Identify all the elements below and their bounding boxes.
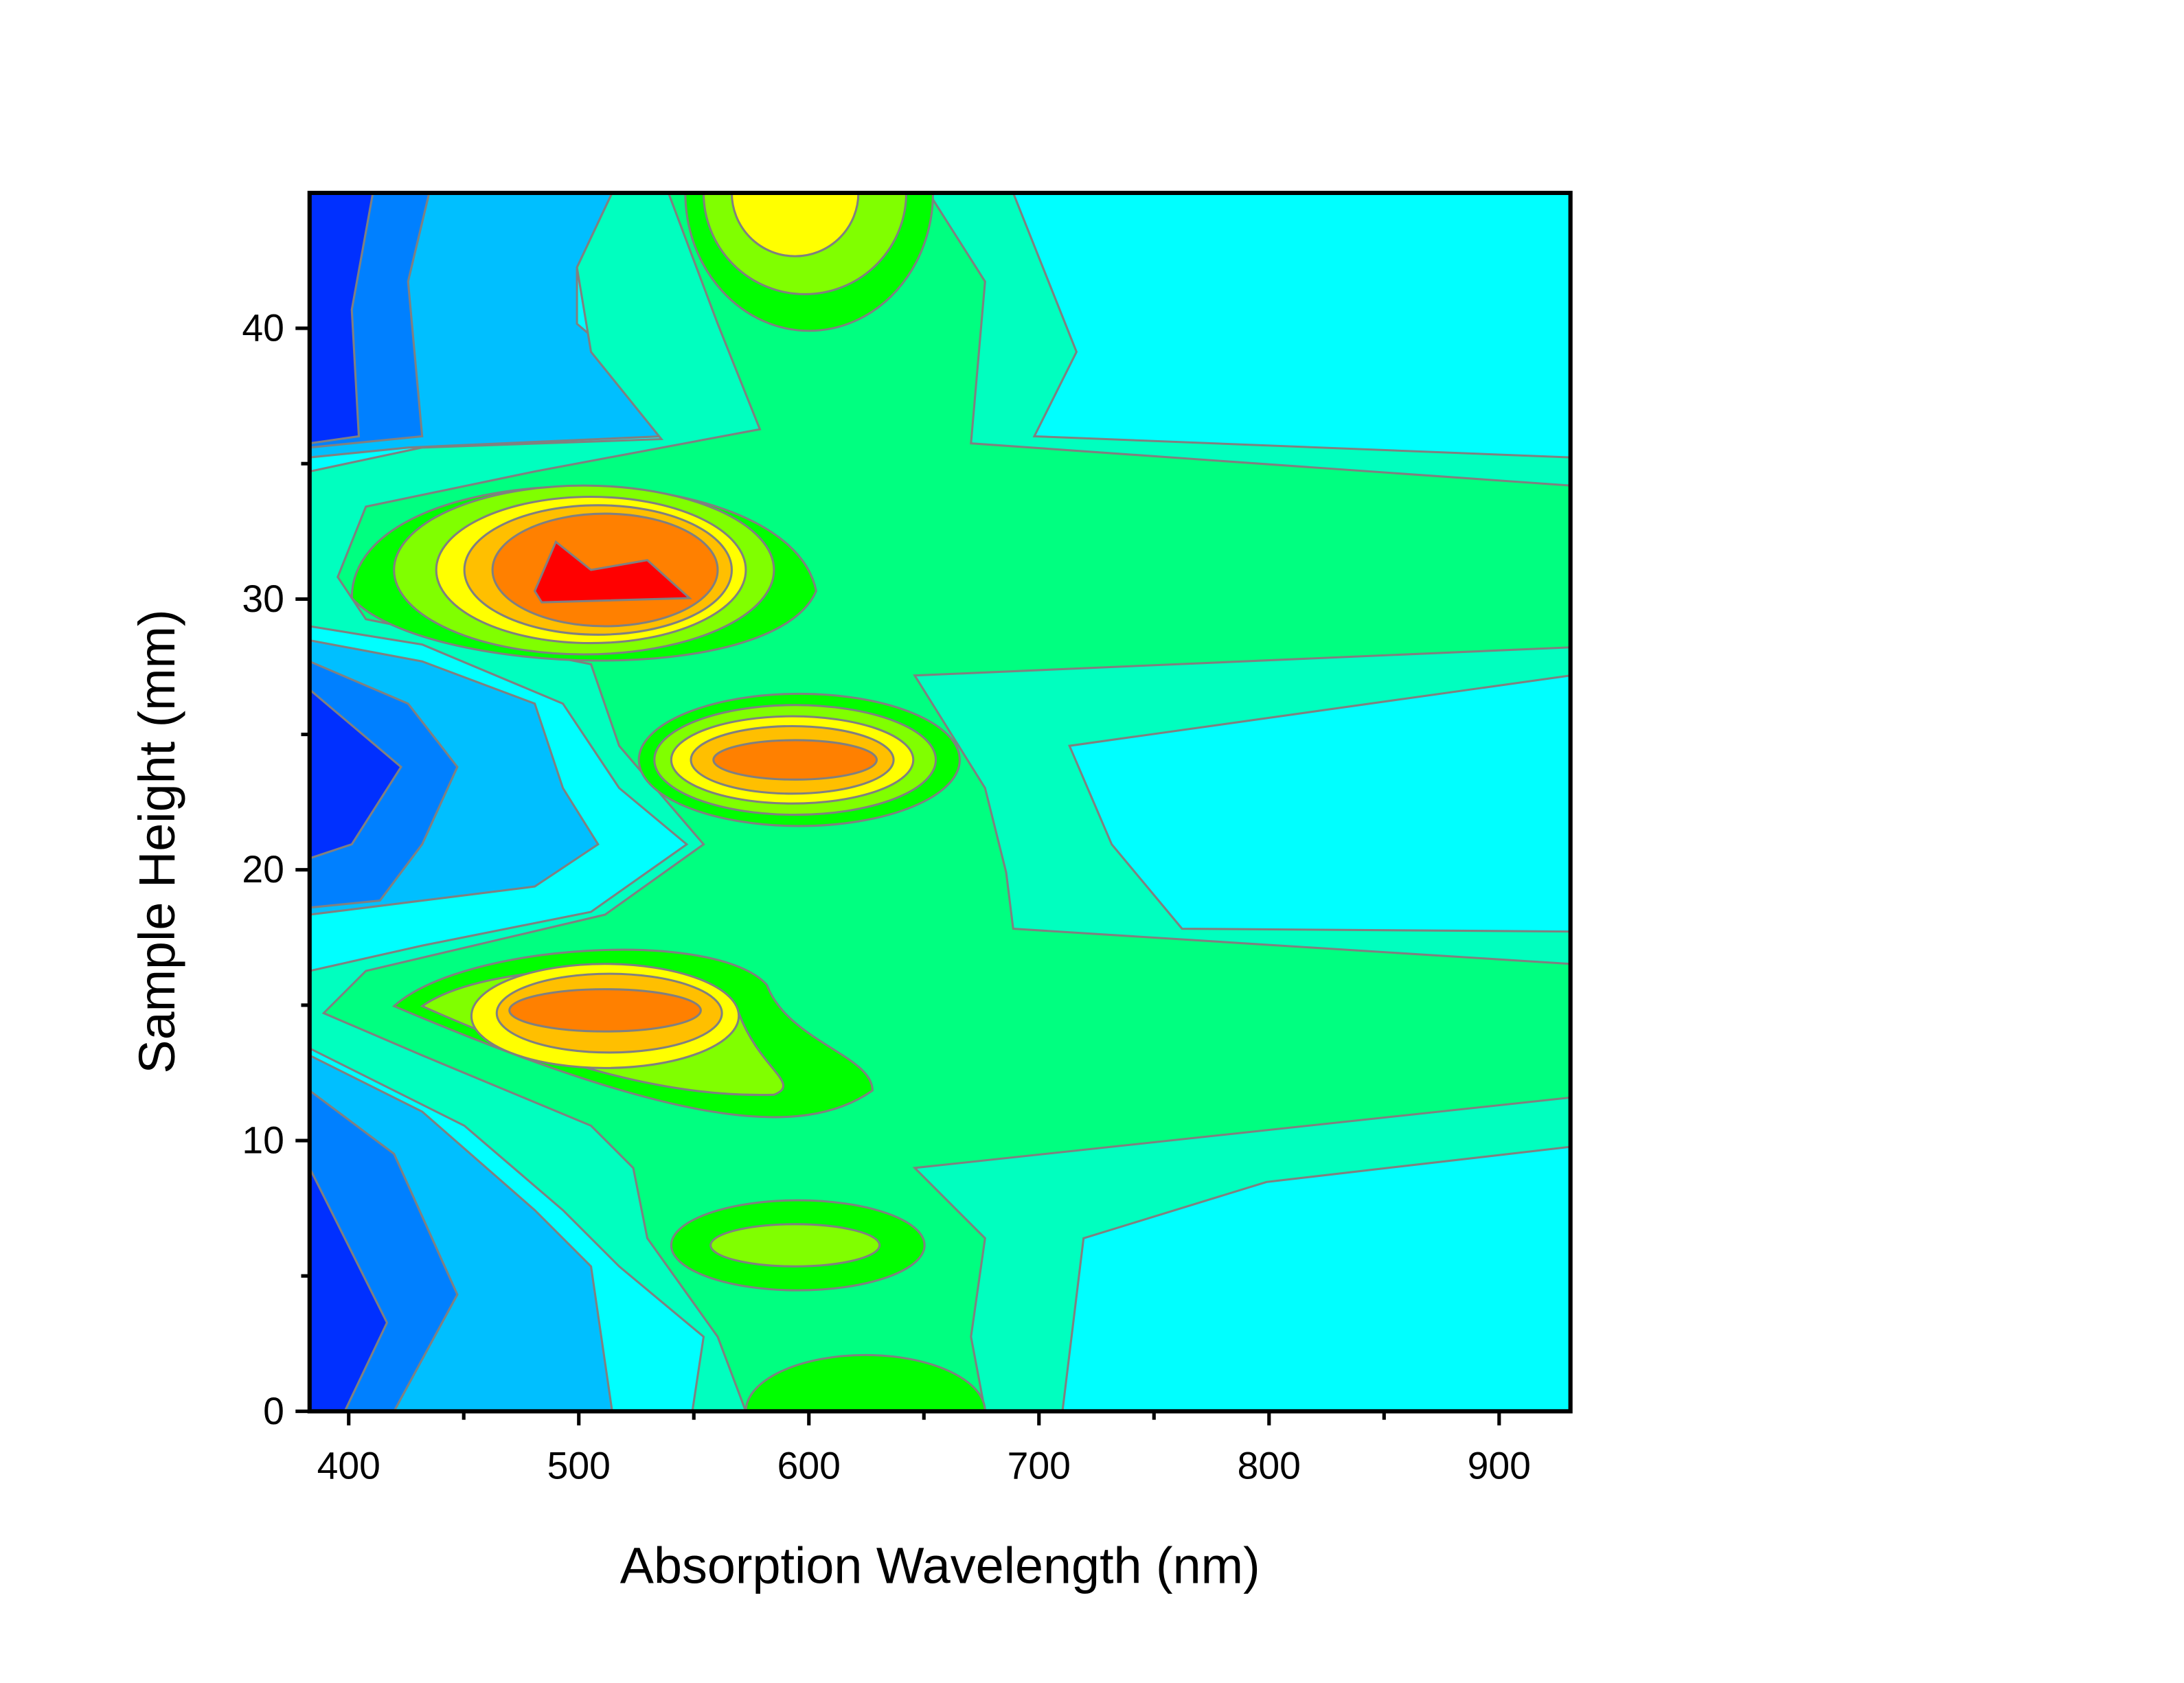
x-tick-label: 600	[777, 1445, 841, 1487]
contour-region	[309, 688, 402, 860]
plot-frame	[307, 190, 1573, 1414]
x-axis-label: Absorption Wavelength (nm)	[620, 1537, 1260, 1594]
x-tick-label: 500	[547, 1445, 611, 1487]
contour-region	[712, 739, 878, 781]
y-tick-label: 40	[242, 307, 284, 350]
contour-field	[309, 192, 1571, 1412]
contour-region	[533, 540, 692, 604]
contour-region	[309, 1167, 389, 1412]
y-tick-label: 10	[242, 1119, 284, 1161]
y-tick-label: 20	[242, 848, 284, 891]
x-tick-label: 700	[1008, 1445, 1071, 1487]
y-axis-label: Sample Height (mm)	[128, 609, 185, 1073]
y-tick-label: 30	[242, 577, 284, 620]
contour-region	[508, 988, 702, 1033]
x-tick-label: 800	[1238, 1445, 1301, 1487]
x-tick-label: 900	[1468, 1445, 1531, 1487]
contour-region	[309, 192, 374, 445]
contour-region	[744, 1353, 986, 1412]
contour-region	[709, 1223, 881, 1268]
y-tick-label: 0	[263, 1390, 284, 1432]
contour-region	[730, 192, 860, 257]
x-tick-label: 400	[317, 1445, 380, 1487]
